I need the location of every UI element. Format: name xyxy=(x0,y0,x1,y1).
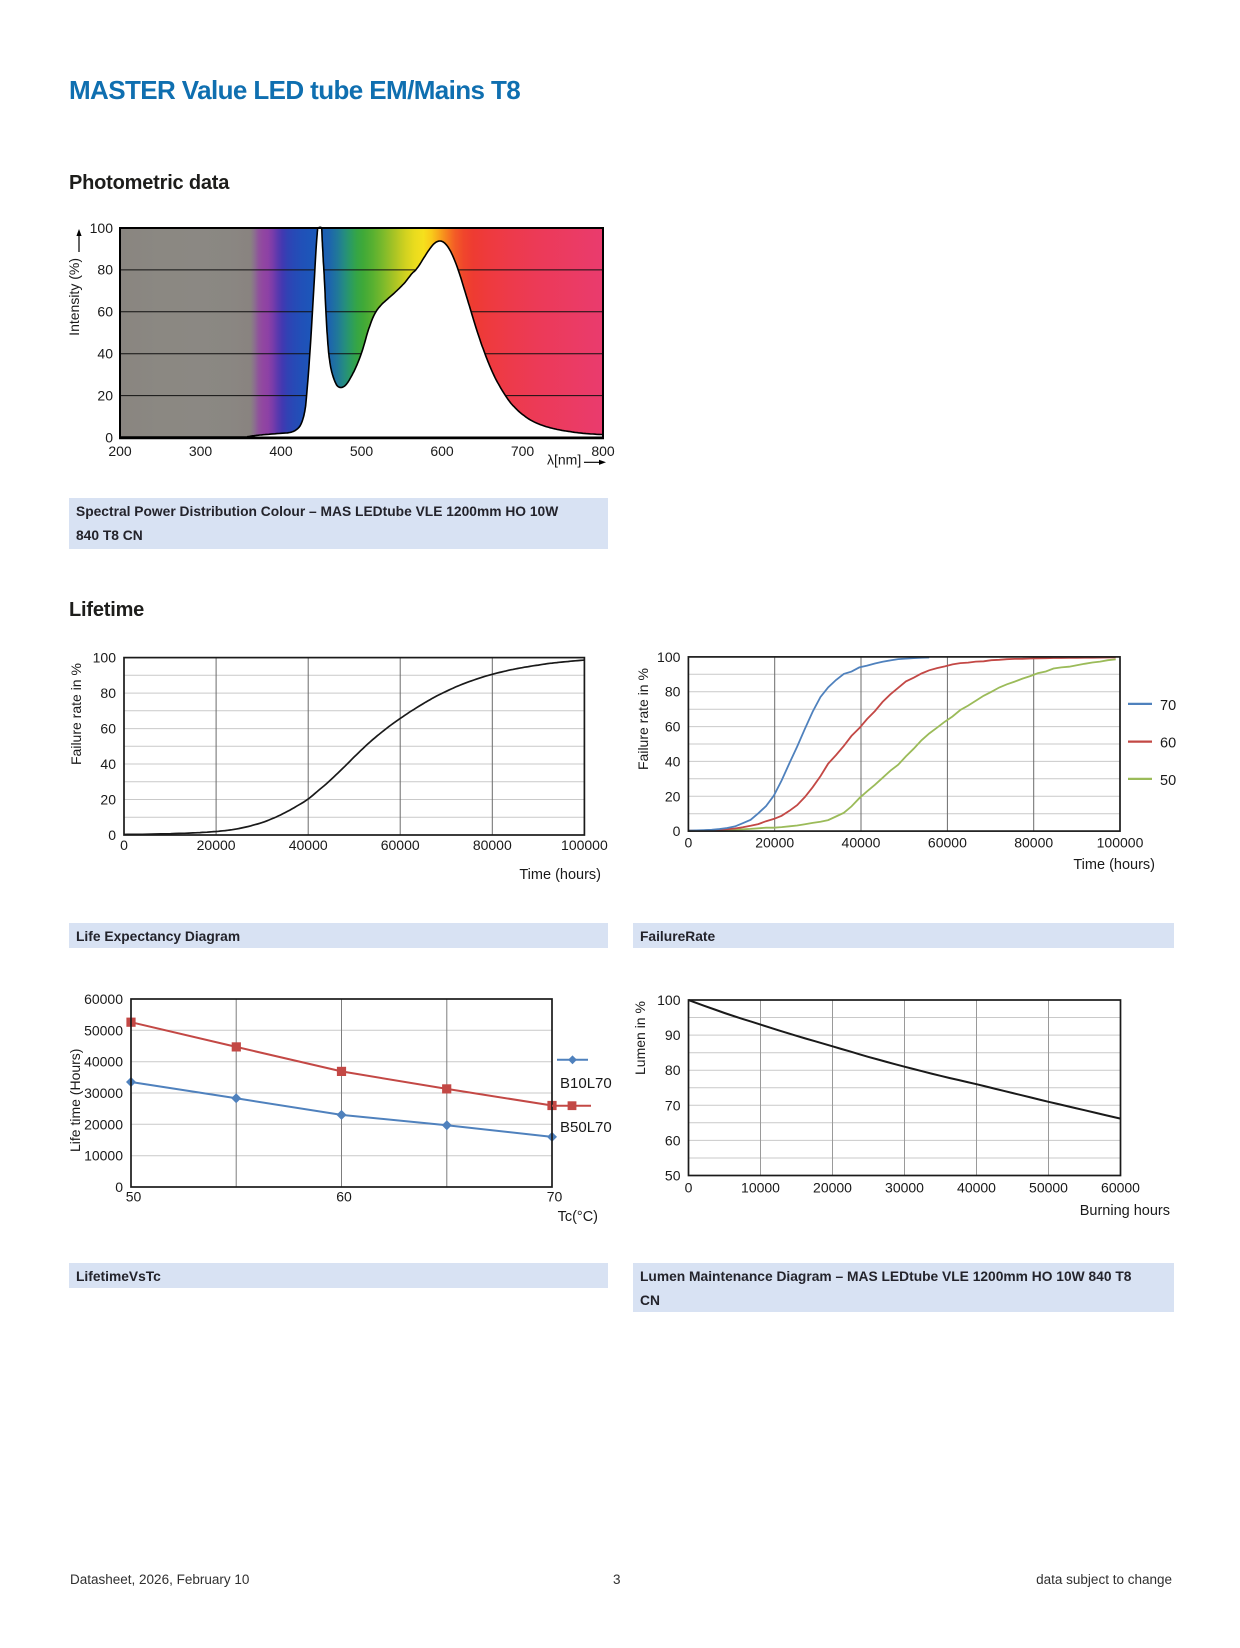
svg-text:50: 50 xyxy=(665,1168,681,1184)
svg-text:50: 50 xyxy=(126,1189,142,1205)
svg-text:Intensity (%): Intensity (%) xyxy=(66,258,82,336)
svg-text:90: 90 xyxy=(665,1027,681,1043)
svg-text:λ[nm]: λ[nm] xyxy=(547,452,581,468)
svg-text:100: 100 xyxy=(90,220,114,236)
svg-text:0: 0 xyxy=(108,827,116,843)
svg-text:100: 100 xyxy=(657,649,681,665)
svg-text:80000: 80000 xyxy=(1014,835,1053,851)
svg-text:60: 60 xyxy=(100,721,116,737)
svg-text:0: 0 xyxy=(685,1180,693,1196)
svg-text:Life time (Hours): Life time (Hours) xyxy=(67,1049,83,1152)
svg-text:40: 40 xyxy=(100,756,116,772)
svg-text:B50L70: B50L70 xyxy=(560,1119,612,1136)
svg-text:40000: 40000 xyxy=(957,1180,996,1196)
svg-text:20000: 20000 xyxy=(813,1180,852,1196)
svg-text:600: 600 xyxy=(430,443,454,459)
svg-text:500: 500 xyxy=(350,443,374,459)
svg-text:Failure rate in %: Failure rate in % xyxy=(635,668,651,770)
svg-text:20000: 20000 xyxy=(197,837,236,853)
svg-text:0: 0 xyxy=(120,837,128,853)
svg-text:30000: 30000 xyxy=(885,1180,924,1196)
svg-text:0: 0 xyxy=(673,823,681,839)
svg-text:Failure rate in %: Failure rate in % xyxy=(68,663,84,765)
svg-text:60000: 60000 xyxy=(381,837,420,853)
svg-text:40000: 40000 xyxy=(842,835,881,851)
svg-text:800: 800 xyxy=(591,443,615,459)
svg-text:400: 400 xyxy=(269,443,293,459)
svg-text:0: 0 xyxy=(685,835,693,851)
svg-text:30000: 30000 xyxy=(84,1085,123,1101)
svg-text:20000: 20000 xyxy=(755,835,794,851)
svg-text:20: 20 xyxy=(665,788,681,804)
svg-text:60000: 60000 xyxy=(928,835,967,851)
svg-text:60000: 60000 xyxy=(84,991,123,1007)
svg-text:70: 70 xyxy=(665,1097,681,1113)
svg-text:80: 80 xyxy=(100,685,116,701)
svg-text:60: 60 xyxy=(665,1132,681,1148)
svg-text:100: 100 xyxy=(657,992,681,1008)
svg-text:Time (hours): Time (hours) xyxy=(519,867,601,883)
svg-text:50: 50 xyxy=(1160,773,1176,789)
svg-text:40: 40 xyxy=(665,753,681,769)
svg-text:80000: 80000 xyxy=(473,837,512,853)
svg-text:20000: 20000 xyxy=(84,1116,123,1132)
svg-text:0: 0 xyxy=(105,429,113,445)
svg-text:20: 20 xyxy=(97,387,113,403)
svg-text:B10L70: B10L70 xyxy=(560,1075,612,1092)
svg-text:60: 60 xyxy=(665,719,681,735)
svg-text:200: 200 xyxy=(108,443,132,459)
svg-text:Burning hours: Burning hours xyxy=(1080,1203,1170,1219)
svg-text:0: 0 xyxy=(115,1179,123,1195)
svg-text:700: 700 xyxy=(511,443,535,459)
svg-text:60: 60 xyxy=(336,1189,352,1205)
svg-text:50000: 50000 xyxy=(1029,1180,1068,1196)
svg-text:40000: 40000 xyxy=(84,1054,123,1070)
svg-text:100000: 100000 xyxy=(1097,835,1144,851)
svg-text:Tc(°C): Tc(°C) xyxy=(558,1209,598,1225)
svg-text:Time (hours): Time (hours) xyxy=(1073,857,1155,873)
svg-text:100: 100 xyxy=(93,650,117,666)
svg-text:80: 80 xyxy=(97,262,113,278)
svg-text:300: 300 xyxy=(189,443,213,459)
svg-text:70: 70 xyxy=(547,1189,563,1205)
svg-text:40000: 40000 xyxy=(289,837,328,853)
svg-text:60: 60 xyxy=(1160,736,1176,752)
svg-text:Lumen in %: Lumen in % xyxy=(632,1001,648,1075)
svg-text:100000: 100000 xyxy=(561,837,608,853)
svg-text:40: 40 xyxy=(97,346,113,362)
svg-text:70: 70 xyxy=(1160,698,1176,714)
svg-text:20: 20 xyxy=(100,792,116,808)
svg-text:60: 60 xyxy=(97,304,113,320)
svg-text:50000: 50000 xyxy=(84,1022,123,1038)
svg-text:80: 80 xyxy=(665,1062,681,1078)
svg-text:10000: 10000 xyxy=(741,1180,780,1196)
svg-text:10000: 10000 xyxy=(84,1148,123,1164)
svg-text:60000: 60000 xyxy=(1101,1180,1140,1196)
svg-text:80: 80 xyxy=(665,684,681,700)
